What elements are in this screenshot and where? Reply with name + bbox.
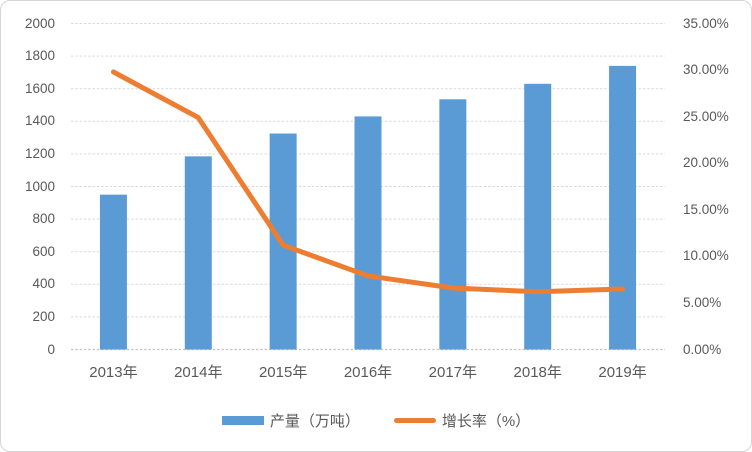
chart-legend: 产量（万吨） 增长率（%）	[1, 408, 751, 432]
bar-2019年[interactable]	[609, 65, 637, 350]
bar-series-swatch-icon	[221, 415, 264, 425]
legend-item-growth-rate[interactable]: 增长率（%）	[393, 410, 531, 431]
bar-2013年[interactable]	[99, 194, 127, 350]
bar-2017年[interactable]	[439, 99, 467, 350]
growth-rate-line[interactable]	[110, 69, 626, 295]
legend-item-production[interactable]: 产量（万吨）	[221, 410, 360, 431]
line-series-swatch-icon	[393, 417, 436, 423]
bar-2016年[interactable]	[354, 116, 382, 350]
legend-label-growth-rate: 增长率（%）	[441, 412, 531, 430]
legend-label-production: 产量（万吨）	[269, 412, 360, 430]
bar-2014年[interactable]	[184, 156, 212, 350]
bar-2018年[interactable]	[524, 83, 552, 350]
